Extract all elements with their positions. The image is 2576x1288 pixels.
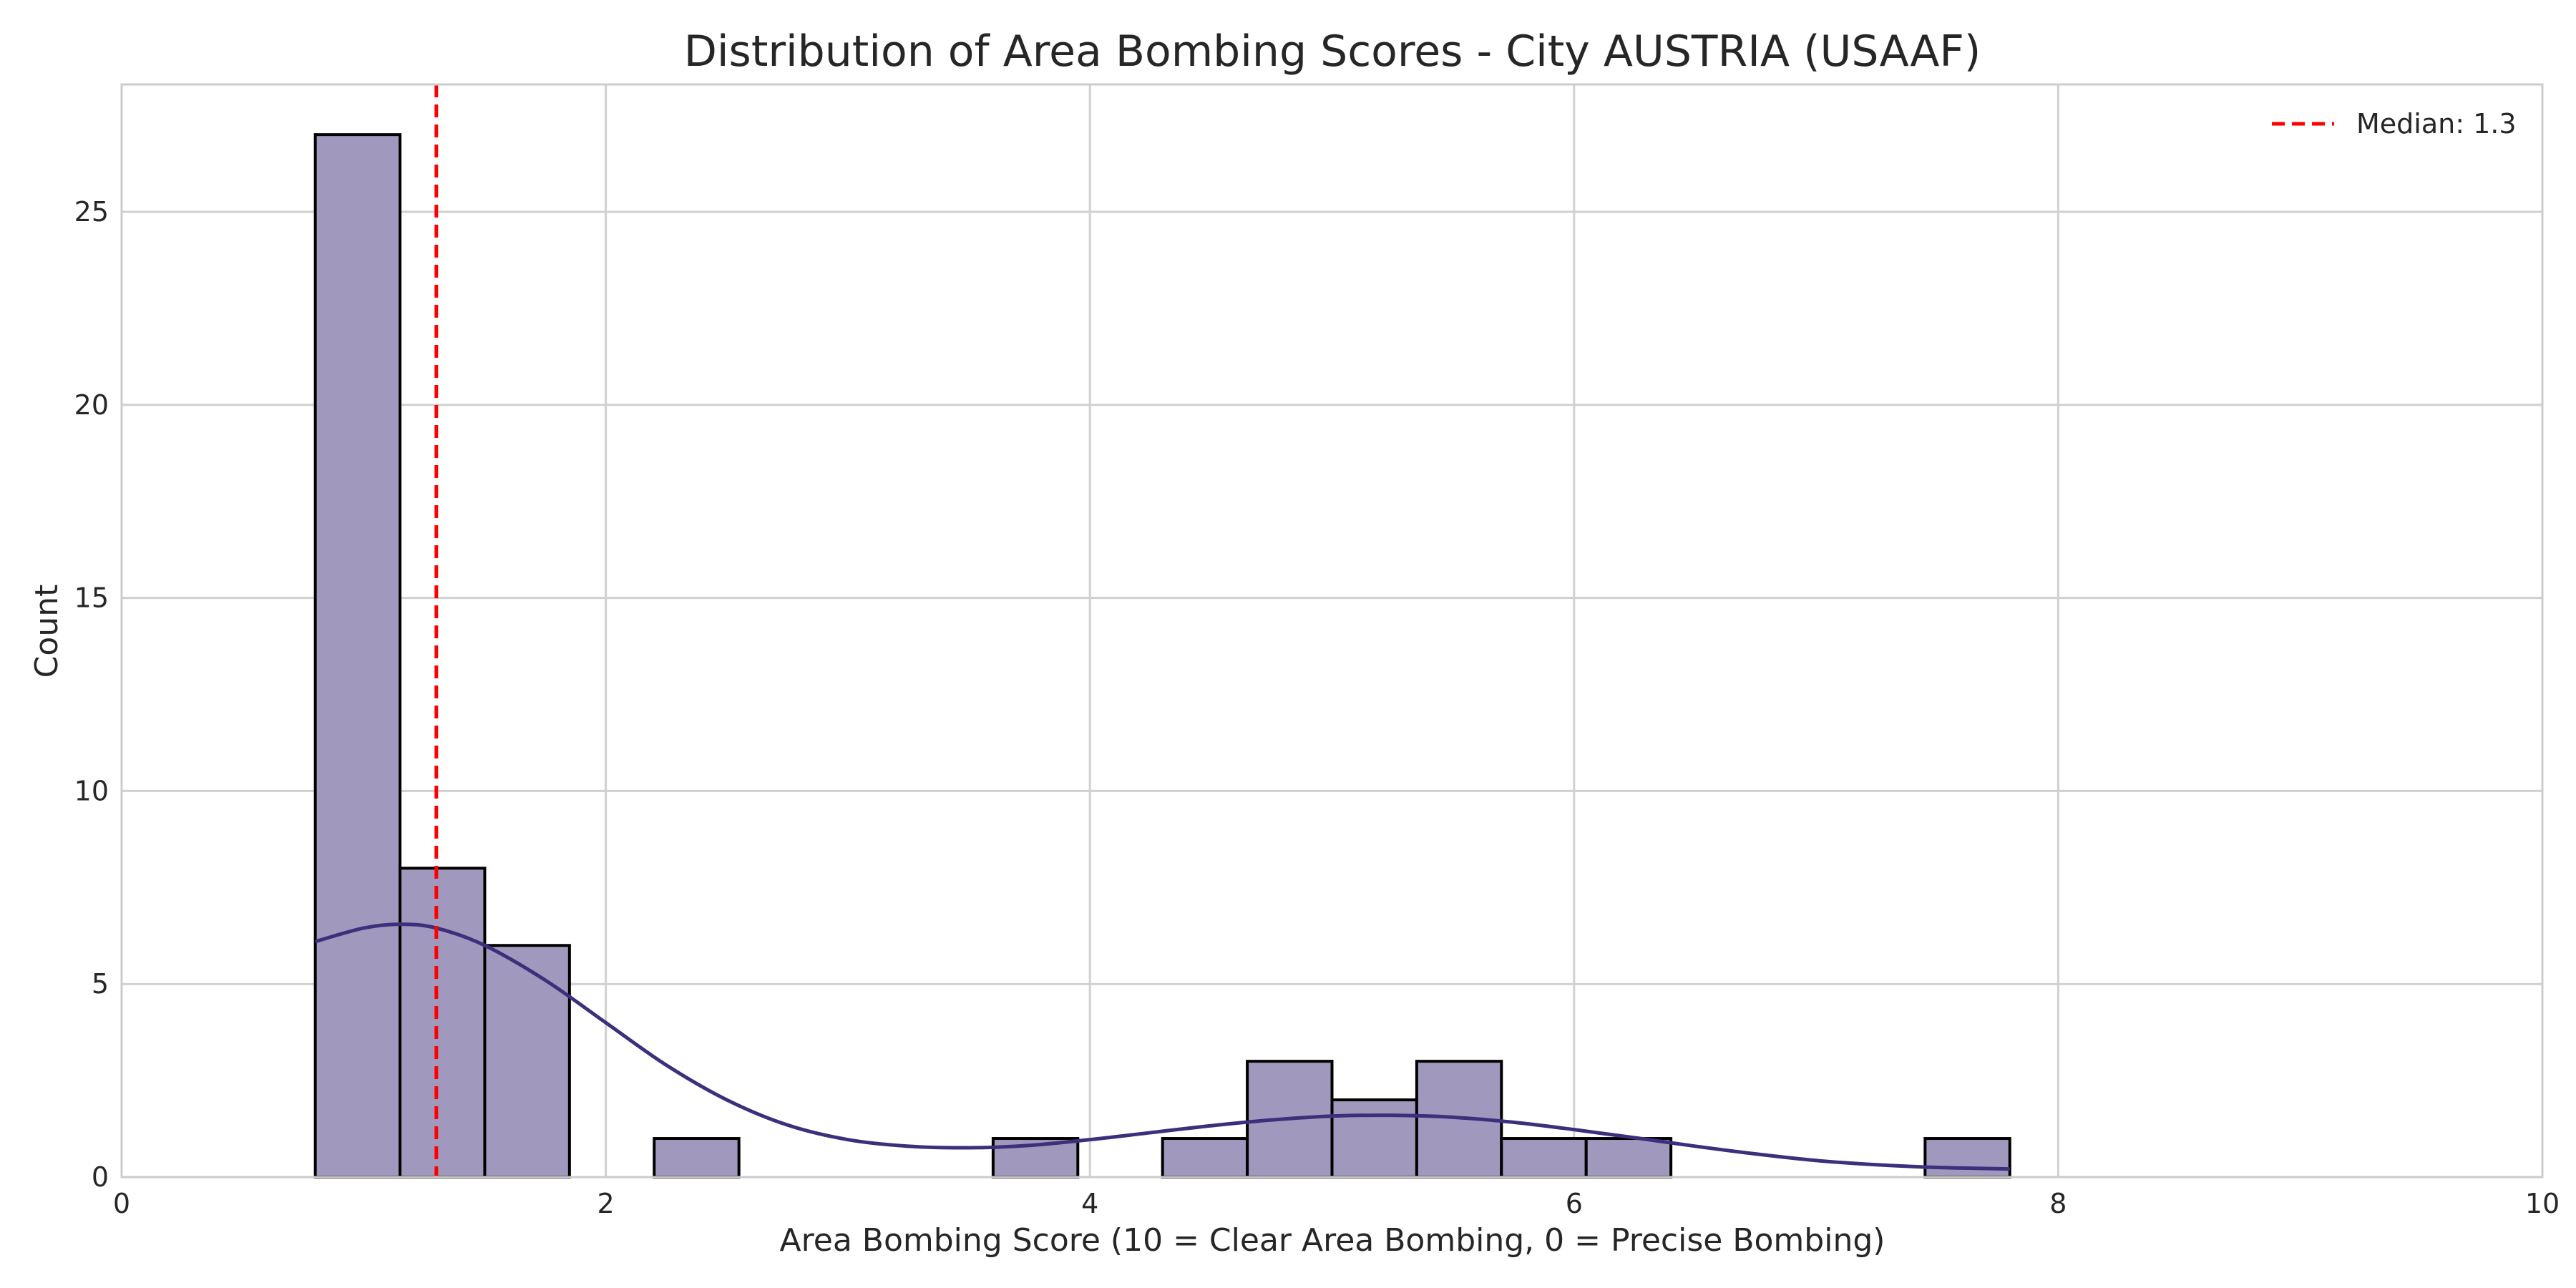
histogram-bar — [1330, 1098, 1418, 1179]
histogram-bar — [1161, 1137, 1249, 1179]
histogram-bar — [1923, 1137, 2011, 1179]
x-tick-label: 0 — [113, 1188, 130, 1219]
histogram-bar — [313, 133, 402, 1179]
y-tick-label: 25 — [74, 196, 109, 228]
y-tick-label: 15 — [74, 582, 109, 614]
x-axis-label: Area Bombing Score (10 = Clear Area Bomb… — [780, 1222, 1885, 1259]
plot-frame — [120, 83, 2544, 1179]
x-tick-label: 6 — [1566, 1188, 1583, 1219]
histogram-bar — [483, 944, 571, 1179]
kde-curve — [314, 922, 2010, 1171]
histogram-bars — [313, 133, 2011, 1179]
x-tick-label: 4 — [1081, 1188, 1098, 1219]
y-axis-label: Count — [29, 585, 65, 678]
x-axis-ticks: 0 2 4 6 8 10 — [113, 1188, 2560, 1219]
y-tick-label: 5 — [92, 968, 109, 1000]
x-tick-label: 2 — [597, 1188, 615, 1219]
y-tick-label: 10 — [74, 775, 109, 806]
y-tick-label: 0 — [92, 1161, 109, 1193]
histogram-bar — [399, 867, 487, 1179]
histogram-bar — [1584, 1137, 1673, 1179]
y-tick-label: 20 — [74, 389, 109, 421]
legend: Median: 1.3 — [2272, 108, 2517, 140]
chart-title: Distribution of Area Bombing Scores - Ci… — [684, 26, 1981, 77]
legend-median-label: Median: 1.3 — [2356, 108, 2517, 140]
x-tick-label: 8 — [2049, 1188, 2067, 1219]
histogram-bar — [653, 1137, 741, 1179]
histogram-bar — [1500, 1137, 1588, 1179]
x-tick-label: 10 — [2525, 1188, 2560, 1219]
y-axis-ticks: 0 5 10 15 20 25 — [74, 196, 109, 1193]
